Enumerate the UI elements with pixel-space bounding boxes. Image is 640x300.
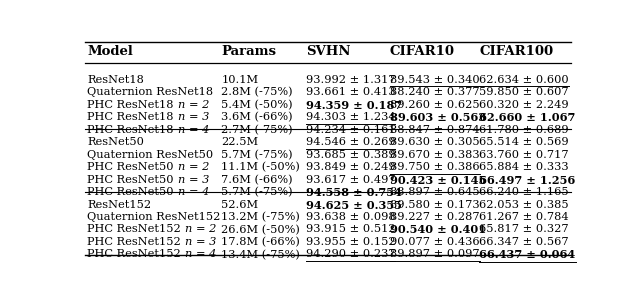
Text: 94.234 ± 0.161: 94.234 ± 0.161 — [306, 125, 396, 135]
Text: 2.8M (-75%): 2.8M (-75%) — [221, 87, 293, 98]
Text: n = 2: n = 2 — [185, 224, 216, 235]
Text: 93.849 ± 0.249: 93.849 ± 0.249 — [306, 162, 396, 172]
Text: 88.847 ± 0.874: 88.847 ± 0.874 — [390, 125, 479, 135]
Text: 93.992 ± 1.317: 93.992 ± 1.317 — [306, 75, 396, 85]
Text: PHC ResNet50: PHC ResNet50 — [88, 175, 177, 184]
Text: 5.7M (-75%): 5.7M (-75%) — [221, 150, 293, 160]
Text: 26.6M (-50%): 26.6M (-50%) — [221, 224, 300, 235]
Text: 89.543 ± 0.340: 89.543 ± 0.340 — [390, 75, 479, 85]
Text: 88.897 ± 0.645: 88.897 ± 0.645 — [390, 187, 479, 197]
Text: 60.320 ± 2.249: 60.320 ± 2.249 — [479, 100, 569, 110]
Text: 93.915 ± 0.512: 93.915 ± 0.512 — [306, 224, 396, 235]
Text: 62.634 ± 0.600: 62.634 ± 0.600 — [479, 75, 569, 85]
Text: 7.6M (-66%): 7.6M (-66%) — [221, 175, 293, 185]
Text: CIFAR10: CIFAR10 — [390, 45, 455, 58]
Text: 66.347 ± 0.567: 66.347 ± 0.567 — [479, 237, 569, 247]
Text: 94.290 ± 0.237: 94.290 ± 0.237 — [306, 249, 396, 260]
Text: n = 3: n = 3 — [177, 112, 209, 122]
Text: ResNet50: ResNet50 — [88, 137, 144, 147]
Text: ResNet152: ResNet152 — [88, 200, 152, 209]
Text: 93.617 ± 0.497: 93.617 ± 0.497 — [306, 175, 396, 184]
Text: PHC ResNet152: PHC ResNet152 — [88, 237, 185, 247]
Text: 62.660 ± 1.067: 62.660 ± 1.067 — [479, 112, 575, 123]
Text: SVHN: SVHN — [306, 45, 350, 58]
Text: 65.514 ± 0.569: 65.514 ± 0.569 — [479, 137, 569, 147]
Text: 90.077 ± 0.436: 90.077 ± 0.436 — [390, 237, 479, 247]
Text: 59.850 ± 0.607: 59.850 ± 0.607 — [479, 87, 569, 97]
Text: 62.053 ± 0.385: 62.053 ± 0.385 — [479, 200, 569, 209]
Text: 22.5M: 22.5M — [221, 137, 259, 147]
Text: 63.760 ± 0.717: 63.760 ± 0.717 — [479, 150, 569, 160]
Text: ResNet18: ResNet18 — [88, 75, 144, 85]
Text: PHC ResNet152: PHC ResNet152 — [88, 224, 185, 235]
Text: 5.4M (-50%): 5.4M (-50%) — [221, 100, 293, 110]
Text: 89.670 ± 0.383: 89.670 ± 0.383 — [390, 150, 479, 160]
Text: n = 4: n = 4 — [177, 187, 209, 197]
Text: 93.661 ± 0.413: 93.661 ± 0.413 — [306, 87, 396, 97]
Text: 90.423 ± 0.145: 90.423 ± 0.145 — [390, 175, 486, 186]
Text: n = 2: n = 2 — [177, 162, 209, 172]
Text: 5.7M (-75%): 5.7M (-75%) — [221, 187, 293, 197]
Text: 65.884 ± 0.333: 65.884 ± 0.333 — [479, 162, 569, 172]
Text: 65.817 ± 0.327: 65.817 ± 0.327 — [479, 224, 569, 235]
Text: 89.897 ± 0.097: 89.897 ± 0.097 — [390, 249, 479, 260]
Text: 52.6M: 52.6M — [221, 200, 259, 209]
Text: Quaternion ResNet18: Quaternion ResNet18 — [88, 87, 214, 97]
Text: Quaternion ResNet152: Quaternion ResNet152 — [88, 212, 221, 222]
Text: PHC ResNet18: PHC ResNet18 — [88, 100, 177, 110]
Text: 93.955 ± 0.152: 93.955 ± 0.152 — [306, 237, 396, 247]
Text: 93.685 ± 0.389: 93.685 ± 0.389 — [306, 150, 396, 160]
Text: n = 4: n = 4 — [177, 125, 209, 135]
Text: 89.260 ± 0.625: 89.260 ± 0.625 — [390, 100, 479, 110]
Text: PHC ResNet50: PHC ResNet50 — [88, 187, 177, 197]
Text: PHC ResNet18: PHC ResNet18 — [88, 125, 177, 135]
Text: n = 3: n = 3 — [185, 237, 216, 247]
Text: 66.497 ± 1.256: 66.497 ± 1.256 — [479, 175, 575, 186]
Text: 66.437 ± 0.064: 66.437 ± 0.064 — [479, 249, 575, 260]
Text: n = 4: n = 4 — [185, 249, 216, 260]
Text: 94.546 ± 0.269: 94.546 ± 0.269 — [306, 137, 396, 147]
Text: n = 3: n = 3 — [177, 175, 209, 184]
Text: 2.7M (-75%): 2.7M (-75%) — [221, 125, 293, 135]
Text: PHC ResNet50: PHC ResNet50 — [88, 162, 177, 172]
Text: 88.240 ± 0.377: 88.240 ± 0.377 — [390, 87, 479, 97]
Text: 17.8M (-66%): 17.8M (-66%) — [221, 237, 300, 247]
Text: 89.603 ± 0.563: 89.603 ± 0.563 — [390, 112, 486, 123]
Text: 66.240 ± 1.165: 66.240 ± 1.165 — [479, 187, 569, 197]
Text: 94.359 ± 0.187: 94.359 ± 0.187 — [306, 100, 402, 111]
Text: Quaternion ResNet50: Quaternion ResNet50 — [88, 150, 214, 160]
Text: 13.4M (-75%): 13.4M (-75%) — [221, 249, 300, 260]
Text: 94.303 ± 1.234: 94.303 ± 1.234 — [306, 112, 396, 122]
Text: CIFAR100: CIFAR100 — [479, 45, 554, 58]
Text: 89.630 ± 0.305: 89.630 ± 0.305 — [390, 137, 479, 147]
Text: 61.780 ± 0.689: 61.780 ± 0.689 — [479, 125, 569, 135]
Text: PHC ResNet152: PHC ResNet152 — [88, 249, 185, 260]
Text: 94.558 ± 0.754: 94.558 ± 0.754 — [306, 187, 401, 198]
Text: 11.1M (-50%): 11.1M (-50%) — [221, 162, 300, 172]
Text: 94.625 ± 0.355: 94.625 ± 0.355 — [306, 200, 401, 211]
Text: Model: Model — [88, 45, 133, 58]
Text: 89.750 ± 0.386: 89.750 ± 0.386 — [390, 162, 479, 172]
Text: 13.2M (-75%): 13.2M (-75%) — [221, 212, 300, 222]
Text: 10.1M: 10.1M — [221, 75, 259, 85]
Text: 89.580 ± 0.173: 89.580 ± 0.173 — [390, 200, 479, 209]
Text: 3.6M (-66%): 3.6M (-66%) — [221, 112, 293, 122]
Text: 89.227 ± 0.287: 89.227 ± 0.287 — [390, 212, 479, 222]
Text: Params: Params — [221, 45, 276, 58]
Text: n = 2: n = 2 — [177, 100, 209, 110]
Text: PHC ResNet18: PHC ResNet18 — [88, 112, 177, 122]
Text: 61.267 ± 0.784: 61.267 ± 0.784 — [479, 212, 569, 222]
Text: 93.638 ± 0.098: 93.638 ± 0.098 — [306, 212, 396, 222]
Text: 90.540 ± 0.401: 90.540 ± 0.401 — [390, 224, 486, 236]
